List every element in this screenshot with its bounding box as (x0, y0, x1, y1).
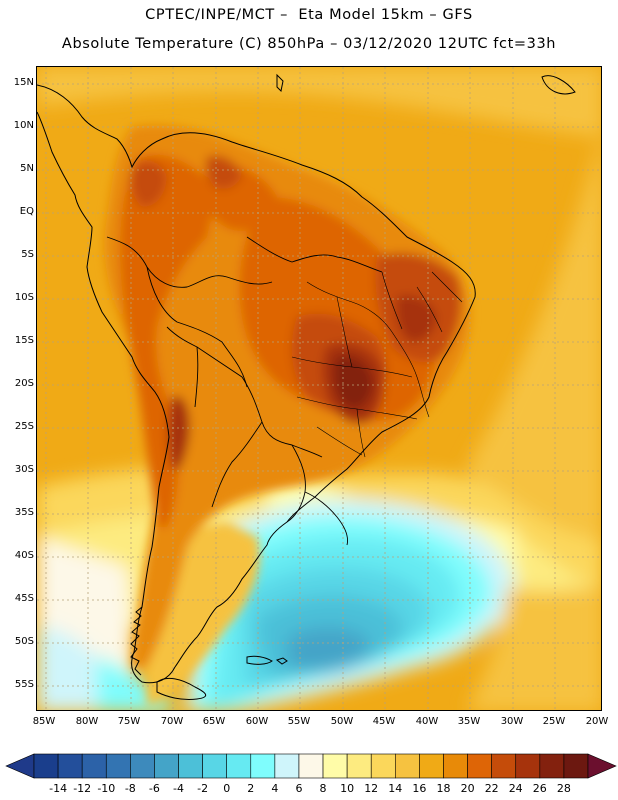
legend-tick-label: 8 (319, 782, 327, 795)
lat-label-45s: 45S (14, 593, 34, 604)
lat-label-30s: 30S (14, 464, 34, 475)
coastlines (37, 73, 576, 700)
legend-swatch (515, 753, 541, 779)
legend-swatch (57, 753, 83, 779)
map-canvas (37, 67, 601, 710)
lat-label-15s: 15S (14, 335, 34, 346)
lon-label-65w: 65W (202, 716, 226, 727)
legend-swatch (105, 753, 131, 779)
country-borders (106, 236, 383, 546)
lat-label-25s: 25S (14, 421, 34, 432)
legend-swatch (154, 753, 179, 779)
legend-tick-label: 24 (508, 782, 523, 795)
legend-tick-label: 12 (364, 782, 379, 795)
legend-tick-label: -14 (49, 782, 68, 795)
lon-label-45w: 45W (372, 716, 396, 727)
lat-label-10n: 10N (13, 120, 34, 131)
lon-label-60w: 60W (245, 716, 269, 727)
legend-swatch (202, 753, 228, 779)
lat-label-40s: 40S (14, 550, 34, 561)
legend-tick-label: -6 (148, 782, 160, 795)
legend-swatch (419, 753, 444, 779)
color-legend (5, 753, 617, 779)
lon-label-70w: 70W (160, 716, 184, 727)
legend-swatch (81, 753, 107, 779)
lat-label-5s: 5S (21, 249, 34, 260)
lon-label-25w: 25W (542, 716, 566, 727)
legend-swatch (322, 753, 348, 779)
state-borders (291, 271, 463, 458)
legend-tick-label: 4 (271, 782, 279, 795)
lat-label-eq: EQ (19, 206, 34, 217)
legend-color-boxes (33, 753, 589, 779)
legend-swatch (250, 753, 276, 779)
lat-label-5n: 5N (20, 163, 34, 174)
legend-tick-label: -4 (173, 782, 184, 795)
legend-tick-label: -2 (197, 782, 209, 795)
lat-label-35s: 35S (14, 507, 34, 518)
legend-tick-label: 2 (247, 782, 255, 795)
chart-title-line-1: CPTEC/INPE/MCT – Eta Model 15km – GFS (145, 7, 473, 23)
legend-tick-label: 14 (388, 782, 403, 795)
lon-label-40w: 40W (415, 716, 439, 727)
graticule (37, 67, 601, 710)
legend-swatch (491, 753, 517, 779)
legend-swatch (346, 753, 372, 779)
lon-label-55w: 55W (287, 716, 311, 727)
legend-tick-label: 16 (412, 782, 427, 795)
lon-label-80w: 80W (75, 716, 99, 727)
lon-label-20w: 20W (585, 716, 609, 727)
lat-label-20s: 20S (14, 378, 34, 389)
legend-swatch (443, 753, 468, 779)
lat-label-55s: 55S (14, 679, 34, 690)
legend-swatch (178, 753, 203, 779)
legend-swatch (33, 753, 59, 779)
legend-swatch (274, 753, 300, 779)
lon-label-50w: 50W (330, 716, 354, 727)
legend-tick-label: -10 (97, 782, 116, 795)
lon-label-75w: 75W (117, 716, 141, 727)
lon-label-30w: 30W (500, 716, 524, 727)
legend-swatch (370, 753, 396, 779)
lat-label-15n: 15N (13, 77, 34, 88)
temperature-map (36, 66, 602, 711)
lat-label-10s: 10S (14, 292, 34, 303)
legend-tick-label: 22 (484, 782, 499, 795)
legend-swatch (226, 753, 252, 779)
legend-tick-label: 26 (532, 782, 547, 795)
legend-tick-label: 28 (556, 782, 571, 795)
legend-tick-label: 0 (223, 782, 231, 795)
legend-swatch (298, 753, 324, 779)
legend-tick-label: 10 (340, 782, 355, 795)
legend-swatch (130, 753, 155, 779)
legend-swatch (467, 753, 492, 779)
legend-tick-label: 20 (460, 782, 475, 795)
lon-label-85w: 85W (32, 716, 56, 727)
legend-arrow-high (587, 753, 617, 779)
lat-label-50s: 50S (14, 636, 34, 647)
legend-tick-label: 18 (436, 782, 451, 795)
legend-arrow-low (5, 753, 35, 779)
temperature-shading (37, 67, 601, 710)
legend-swatch (563, 753, 589, 779)
chart-title-line-2: Absolute Temperature (C) 850hPa – 03/12/… (61, 36, 557, 52)
legend-tick-label: 6 (295, 782, 303, 795)
legend-tick-label: -8 (124, 782, 136, 795)
legend-tick-label: -12 (73, 782, 92, 795)
legend-swatch (394, 753, 420, 779)
lon-label-35w: 35W (457, 716, 481, 727)
legend-swatch (539, 753, 565, 779)
